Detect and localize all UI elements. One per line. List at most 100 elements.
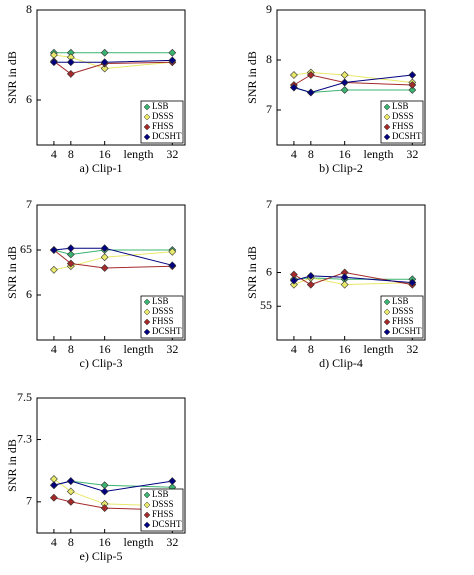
y-axis-label: SNR in dB <box>5 246 19 299</box>
x-tick-label: 32 <box>406 147 418 161</box>
marker <box>49 58 58 67</box>
marker <box>306 271 315 280</box>
marker <box>408 81 417 89</box>
legend-marker <box>383 328 391 336</box>
series-line <box>53 251 173 271</box>
x-axis-label: length <box>363 147 393 161</box>
series-line <box>53 60 173 75</box>
panel: 55 6 7 4 8 16 32 length SNR in dB d) Clip-4 LSBDSS… <box>245 197 426 370</box>
legend-marker <box>383 318 391 326</box>
marker <box>66 497 75 506</box>
marker <box>100 58 109 67</box>
series-line <box>53 249 173 256</box>
y-axis-label: SNR in dB <box>5 439 19 492</box>
x-axis-label: length <box>363 342 393 356</box>
marker <box>168 56 177 65</box>
series-line <box>293 74 413 94</box>
marker <box>168 247 177 256</box>
x-tick-label: 16 <box>339 147 351 161</box>
y-tick-label: 6 <box>266 264 272 278</box>
y-axis-label: SNR in dB <box>5 51 19 104</box>
legend-marker <box>383 103 391 111</box>
panel-caption: c) Clip-3 <box>80 356 123 370</box>
legend-marker <box>143 133 151 141</box>
marker <box>340 280 349 289</box>
marker <box>66 487 75 496</box>
marker <box>340 86 349 94</box>
x-tick-label: 32 <box>406 342 418 356</box>
y-tick-label: 7 <box>26 494 32 508</box>
legend-marker <box>143 491 151 499</box>
marker <box>49 246 58 254</box>
marker <box>49 493 58 502</box>
x-tick-label: 8 <box>308 147 314 161</box>
x-tick-label: 32 <box>166 342 178 356</box>
y-tick-label: 7 <box>266 102 272 116</box>
x-tick-label: 16 <box>339 342 351 356</box>
legend-marker <box>143 501 151 509</box>
marker <box>49 265 58 274</box>
legend-marker <box>143 308 151 316</box>
legend-label: DSSS <box>392 306 414 316</box>
y-tick-label: 9 <box>266 2 272 16</box>
marker <box>66 244 75 253</box>
marker <box>340 71 349 79</box>
x-tick-label: 32 <box>166 535 178 549</box>
x-tick-label: 4 <box>291 342 297 356</box>
marker <box>340 78 349 87</box>
x-tick-label: 8 <box>68 342 74 356</box>
marker <box>289 280 298 289</box>
legend-marker <box>383 113 391 121</box>
series-line <box>53 59 173 63</box>
legend-label: DCSHT <box>392 326 422 336</box>
x-tick-label: 8 <box>308 342 314 356</box>
legend-label: LSB <box>152 296 169 306</box>
legend-label: LSB <box>152 489 169 499</box>
legend-label: FHSS <box>392 121 414 131</box>
legend-marker <box>143 113 151 121</box>
marker <box>340 273 349 282</box>
legend-marker <box>143 511 151 519</box>
legend-label: DCSHT <box>152 131 182 141</box>
legend-label: DSSS <box>152 306 174 316</box>
marker <box>306 88 315 97</box>
x-tick-label: 4 <box>51 147 57 161</box>
marker <box>289 71 298 79</box>
panel-caption: b) Clip-2 <box>319 161 363 175</box>
legend-marker <box>143 103 151 111</box>
series-line <box>293 277 413 286</box>
legend-label: LSB <box>392 101 409 111</box>
y-tick-label: 7 <box>266 197 272 211</box>
legend-label: FHSS <box>392 316 414 326</box>
marker <box>100 487 109 496</box>
x-tick-label: 4 <box>51 342 57 356</box>
legend-label: DSSS <box>152 499 174 509</box>
marker <box>306 71 315 79</box>
x-tick-label: 16 <box>99 147 111 161</box>
series-line <box>53 480 173 492</box>
x-tick-label: 16 <box>99 342 111 356</box>
panel-caption: a) Clip-1 <box>80 161 123 175</box>
y-axis-label: SNR in dB <box>245 246 259 299</box>
panel: 7 7.3 7.5 4 8 16 32 length SNR in dB e) Clip-5 LSB… <box>5 390 186 563</box>
y-tick-label: 6 <box>26 287 32 301</box>
marker <box>66 259 75 268</box>
series-line <box>53 249 173 269</box>
x-axis-label: length <box>123 535 153 549</box>
marker <box>100 253 109 262</box>
marker <box>408 71 417 79</box>
x-tick-label: 8 <box>68 535 74 549</box>
marker <box>100 64 109 73</box>
legend-label: DCSHT <box>392 131 422 141</box>
series-line <box>53 478 173 507</box>
legend-marker <box>143 328 151 336</box>
marker <box>168 48 177 57</box>
legend-marker <box>383 308 391 316</box>
legend-marker <box>383 133 391 141</box>
x-tick-label: 32 <box>166 147 178 161</box>
y-tick-label: 7.5 <box>17 390 32 404</box>
marker <box>100 48 109 57</box>
marker <box>66 250 75 259</box>
